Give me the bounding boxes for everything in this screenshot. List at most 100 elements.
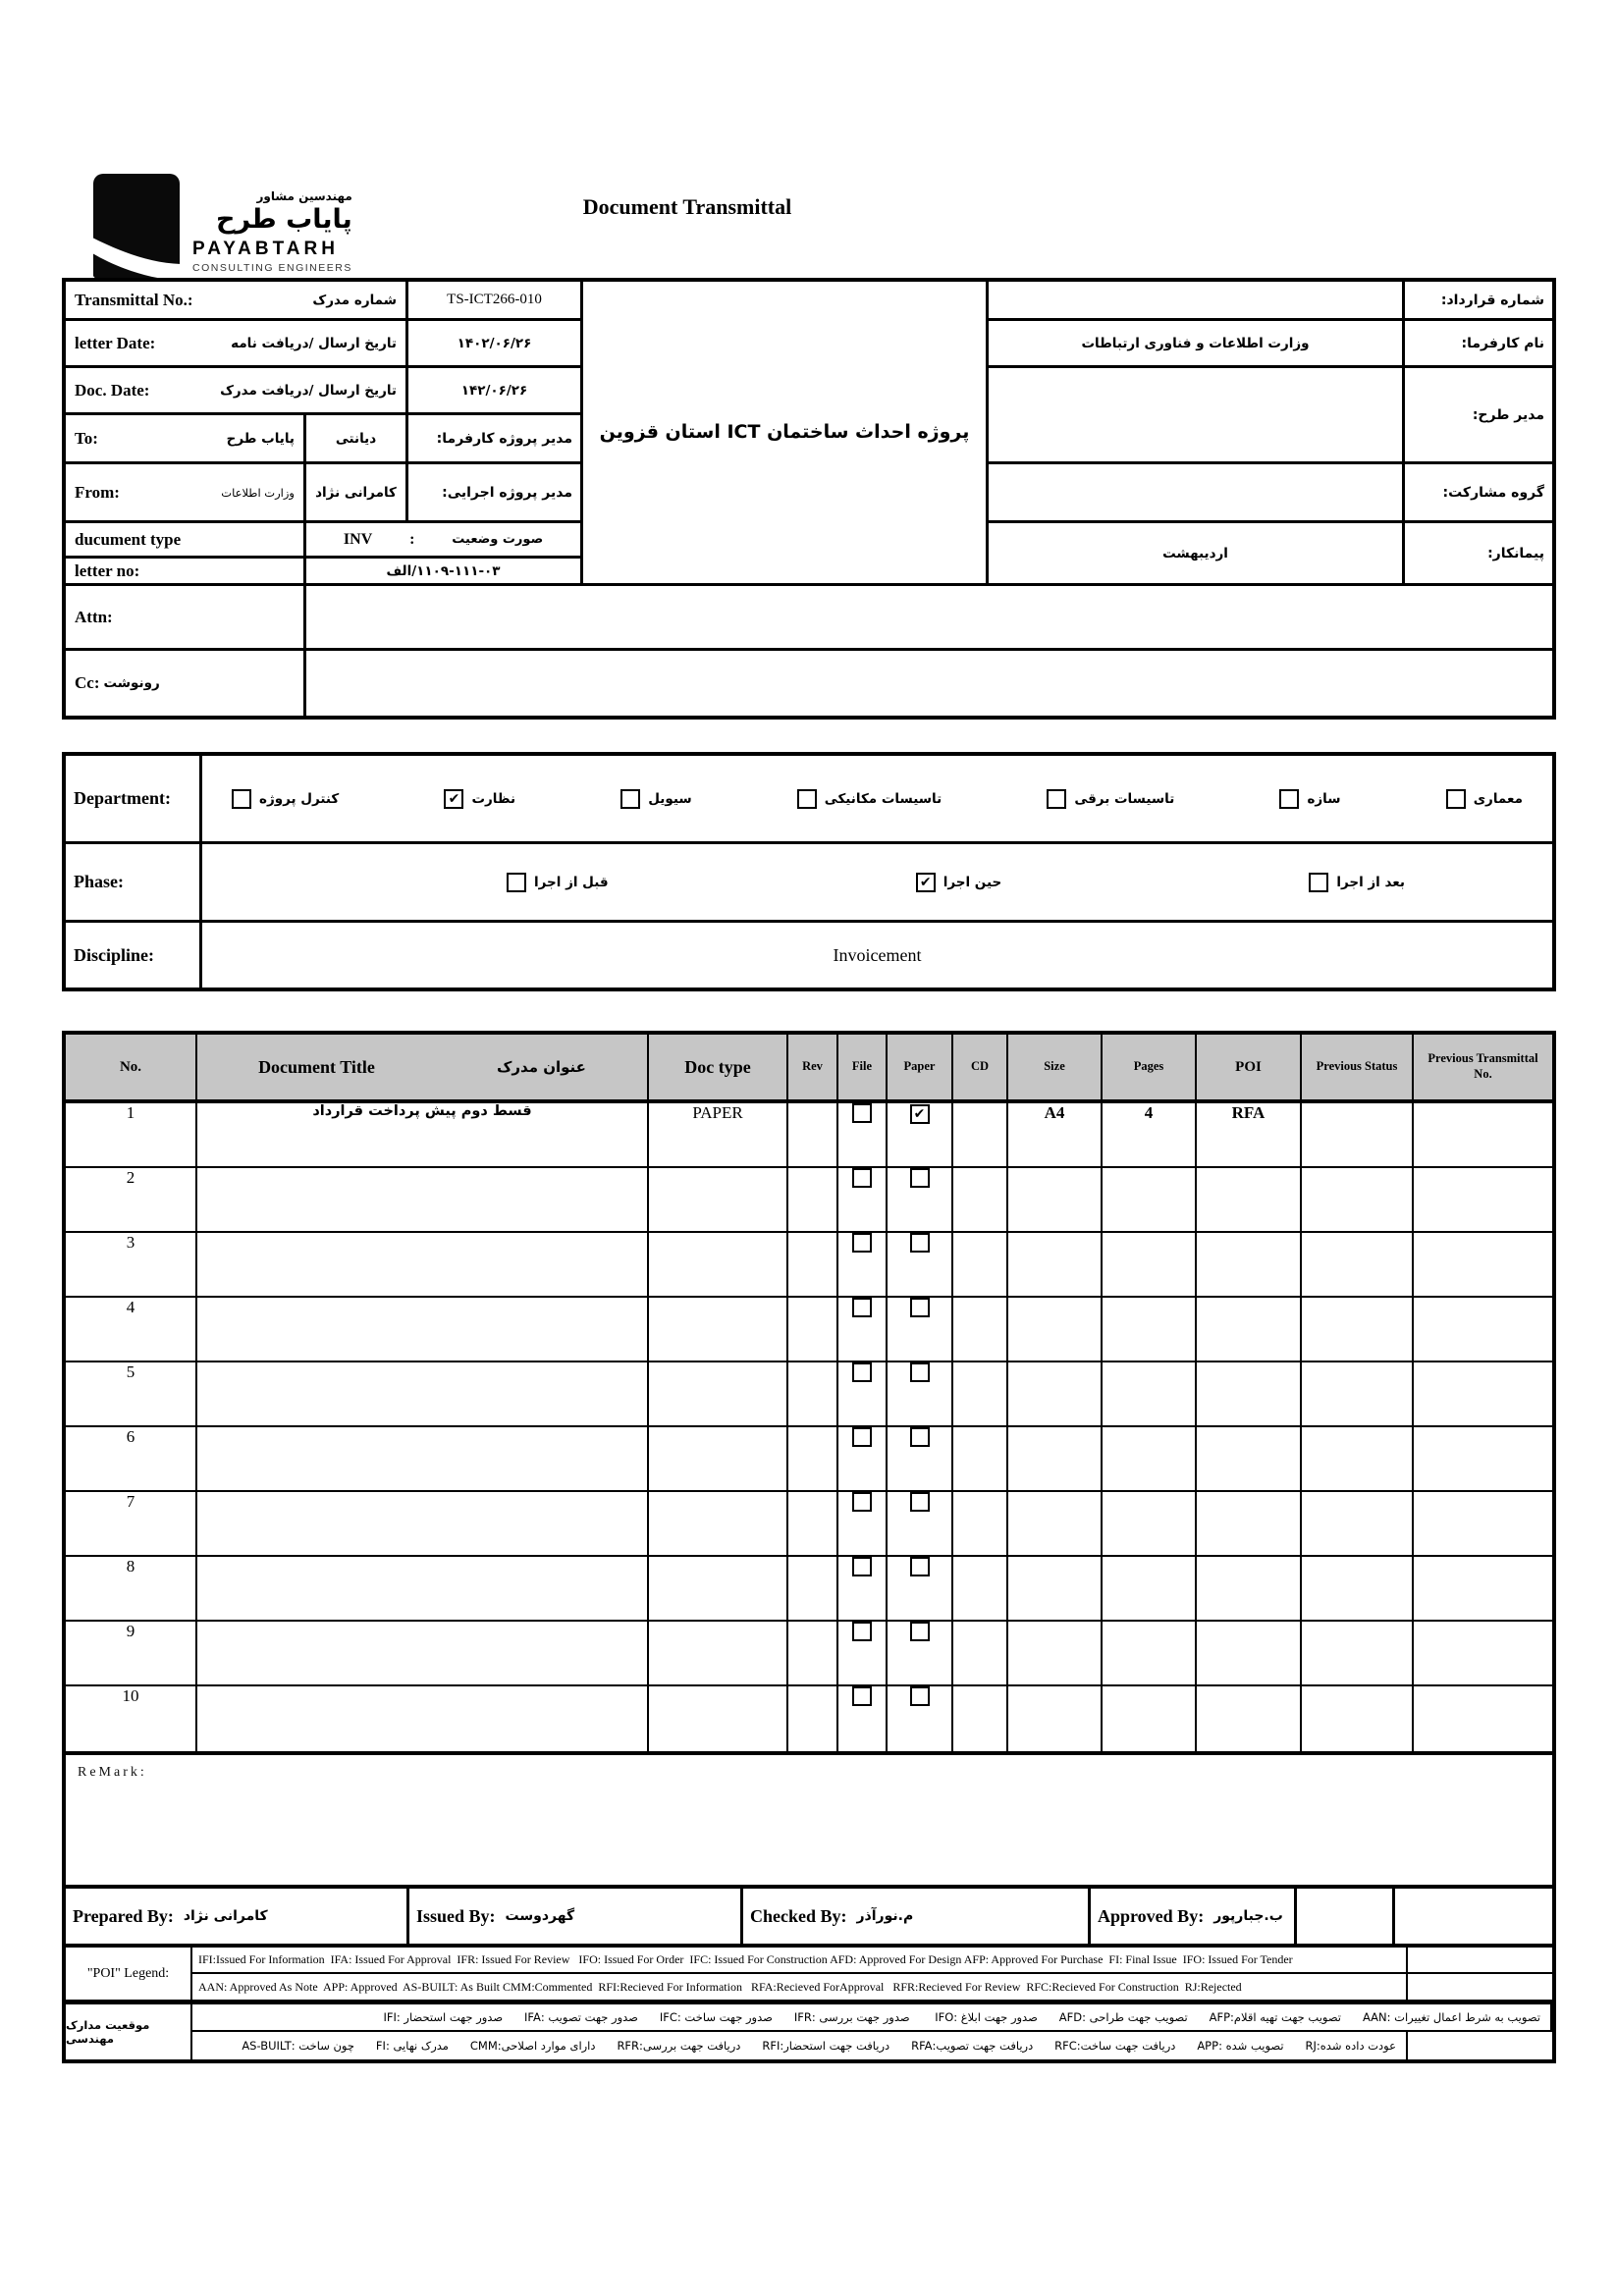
doc-row-3-cd [953,1233,1008,1298]
doc-row-4-file [838,1298,888,1362]
doc-row-2-doc-type [649,1168,788,1233]
doc-row-10-pages [1103,1686,1197,1751]
checkbox-option: سیویل [620,788,692,809]
prepared-by-value: کامرانی نژاد [183,1908,268,1924]
transmittal-no-label-fa: شماره مدرک [312,292,397,308]
col-header-title-en: Document Title [258,1056,375,1077]
doc-row-1-prev-status [1302,1103,1414,1168]
checkbox-option-label: بعد از اجرا [1336,874,1405,890]
doc-row-9-file [838,1622,888,1686]
doc-row-2-size [1008,1168,1103,1233]
doc-row-3-prev-status [1302,1233,1414,1298]
doc-row-4-prev-status [1302,1298,1414,1362]
doc-row-10-rev [788,1686,838,1751]
doc-date-label-en: Doc. Date: [75,380,150,400]
doc-row-1-file [838,1103,888,1168]
phase-label: Phase: [66,844,202,923]
doc-row-2-rev [788,1168,838,1233]
issued-by-value: گهردوست [505,1908,575,1924]
poi-legend-fa-row2: عودت داده شده:RJ تصویب شده :APP دریافت ج… [192,2032,1408,2059]
doc-row-2-poi [1197,1168,1302,1233]
doc-row-9-title [197,1622,649,1686]
doc-row-7-size [1008,1492,1103,1557]
logo-en-name: PAYABTARH [192,238,339,259]
doc-row-7-cd [953,1492,1008,1557]
from-person: کامرانی نژاد [306,464,408,523]
approved-by-cell: Approved By: ب.جبارپور [1091,1889,1297,1944]
checkbox-option: تاسیسات برقی [1047,788,1174,809]
checkbox-unchecked-icon [852,1427,872,1447]
attn-label-en: Attn: [75,607,113,626]
logo-fa-name: پایاب طرح [216,203,352,235]
legend-empty-cell-2 [1408,1974,1552,2002]
poi-legend-fa-row2-text: عودت داده شده:RJ تصویب شده :APP دریافت ج… [242,2039,1396,2053]
doc-row-2-prev-status [1302,1168,1414,1233]
doc-date-value: ۱۴۲/۰۶/۲۶ [408,368,583,415]
checkbox-unchecked-icon [909,1686,930,1706]
doc-row-1-pages: 4 [1103,1103,1197,1168]
executive-pm-label: مدیر پروژه اجرایی: [408,464,583,523]
discipline-value: Invoicement [833,944,922,965]
doc-row-5-cd [953,1362,1008,1427]
plan-manager-value [989,368,1405,464]
cc-label-en: Cc: [75,673,100,692]
doc-row-4-title [197,1298,649,1362]
contractor-label: پیمانکار: [1405,523,1552,586]
issued-by-label: Issued By: [416,1905,496,1926]
doc-row-10-doc-type [649,1686,788,1751]
doc-row-10-size [1008,1686,1103,1751]
doc-row-6-file [838,1427,888,1492]
from-label: From: [75,482,120,502]
discipline-label: Discipline: [66,923,202,988]
col-header-cd: CD [953,1035,1008,1103]
doc-row-4-prev-transmittal [1414,1298,1552,1362]
letter-date-label-fa: تاریخ ارسال /دریافت نامه [231,335,397,351]
checkbox-unchecked-icon [1309,872,1329,892]
to-person: دیانتی [306,415,408,464]
signature-row: Prepared By: کامرانی نژاد Issued By: گهر… [62,1885,1556,1948]
doc-row-3-size [1008,1233,1103,1298]
letter-date-label: letter Date: تاریخ ارسال /دریافت نامه [66,321,408,368]
to-label: To: [75,428,98,448]
doc-row-5-size [1008,1362,1103,1427]
doc-row-2-prev-transmittal [1414,1168,1552,1233]
checkbox-unchecked-icon [909,1168,930,1188]
signature-empty-cell-1 [1297,1889,1395,1944]
project-title: پروژه احداث ساختمان ICT استان قزوین [583,282,989,586]
doc-row-6-rev [788,1427,838,1492]
contract-no-label: شماره قرارداد: [1405,282,1552,321]
checkbox-unchecked-icon [852,1557,872,1576]
col-header-poi: POI [1197,1035,1302,1103]
transmittal-no-value: TS-ICT266-010 [408,282,583,321]
cc-value [306,651,1552,716]
poi-legend-en-row1-text: IFI:Issued For Information IFA: Issued F… [198,1952,1293,1966]
letter-no-value: ۱۱۰۹-۱۱۱-۰۳/الف [306,559,583,586]
to-value: پایاب طرح [226,430,295,447]
doc-row-9-doc-type [649,1622,788,1686]
checked-by-value: م.نورآذر [856,1908,914,1924]
doc-status-legend-label: موقعیت مدارک مهندسی [66,2004,192,2059]
doc-row-10-file [838,1686,888,1751]
department-label: Department: [66,756,202,844]
doc-row-9-pages [1103,1622,1197,1686]
legend-divider [66,2002,1552,2004]
doc-row-4-poi [1197,1298,1302,1362]
doc-row-1-cd [953,1103,1008,1168]
doc-row-6-prev-status [1302,1427,1414,1492]
doc-row-3-title [197,1233,649,1298]
doc-row-6-paper [888,1427,953,1492]
cc-label-fa: رونوشت [103,675,160,691]
col-header-rev: Rev [788,1035,838,1103]
checked-by-cell: Checked By: م.نورآذر [743,1889,1091,1944]
doc-row-10-poi [1197,1686,1302,1751]
doc-row-5-pages [1103,1362,1197,1427]
checkbox-option-label: معماری [1473,790,1523,807]
doc-row-7-prev-transmittal [1414,1492,1552,1557]
doc-row-5-poi [1197,1362,1302,1427]
doc-row-2-cd [953,1168,1008,1233]
doc-row-6-cd [953,1427,1008,1492]
doc-row-3-prev-transmittal [1414,1233,1552,1298]
checkbox-unchecked-icon [232,788,251,809]
doc-row-5-file [838,1362,888,1427]
col-header-prev-status: Previous Status [1302,1035,1414,1103]
